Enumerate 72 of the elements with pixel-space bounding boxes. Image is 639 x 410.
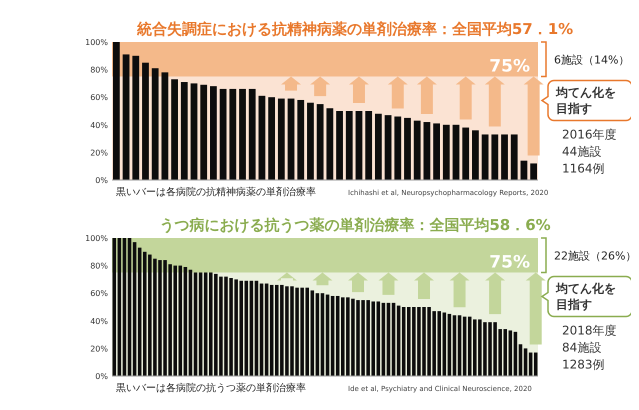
y-tick-label: 40% <box>90 316 108 326</box>
text: 2018年度 <box>562 324 617 338</box>
bar <box>462 128 470 180</box>
y-tick-label: 60% <box>90 93 108 102</box>
bar <box>394 116 402 180</box>
y-tick-label: 80% <box>90 66 108 75</box>
text: 44施設 <box>562 144 602 158</box>
bar <box>307 102 314 180</box>
bar <box>423 122 430 180</box>
bar <box>491 134 498 180</box>
bar <box>248 88 256 180</box>
bar <box>142 62 149 180</box>
y-tick-label: 100% <box>85 234 108 243</box>
y-tick-label: 40% <box>90 120 108 130</box>
bar <box>132 56 140 180</box>
bar <box>190 83 198 180</box>
y-tick-label: 80% <box>90 262 108 271</box>
bar <box>122 54 130 180</box>
chart-title: うつ病における抗うつ薬の単剤治療率：全国平均58．6% <box>159 216 551 234</box>
bar <box>180 82 188 180</box>
bar <box>404 118 411 180</box>
y-tick-label: 100% <box>85 38 108 47</box>
bar <box>161 72 168 180</box>
bar <box>356 111 362 180</box>
bar <box>210 86 217 180</box>
bar <box>442 124 450 180</box>
bar <box>278 98 285 180</box>
bar <box>336 111 343 180</box>
bar <box>288 98 294 180</box>
bar <box>414 120 421 180</box>
bar <box>229 88 236 180</box>
bar <box>520 160 528 180</box>
text: 1283例 <box>562 358 605 372</box>
y-tick-label: 0% <box>95 372 108 381</box>
bar <box>152 68 159 180</box>
band-label: 75% <box>489 252 530 272</box>
bar <box>239 88 246 180</box>
text: 84施設 <box>562 340 602 354</box>
chart-title: 統合失調症における抗精神病薬の単剤治療率：全国平均57．1% <box>136 20 574 38</box>
y-tick-label: 20% <box>90 148 108 158</box>
y-tick-label: 20% <box>90 344 108 354</box>
text: 黒いバーは各病院の抗精神病薬の単剤治療率 <box>116 186 316 198</box>
bar <box>346 111 353 180</box>
bar <box>316 104 324 180</box>
bar <box>510 134 518 180</box>
bar <box>482 134 489 180</box>
bar <box>171 79 178 180</box>
bar <box>220 88 227 180</box>
text: 1164例 <box>562 162 605 176</box>
bar <box>501 134 508 180</box>
bar <box>326 108 334 180</box>
text: 22施設（26%） <box>554 249 636 262</box>
band-label: 75% <box>489 56 530 76</box>
bar <box>472 130 479 180</box>
text: 6施設（14%） <box>554 53 630 66</box>
bar <box>384 115 392 180</box>
bar <box>530 163 538 180</box>
y-tick-label: 0% <box>95 176 108 185</box>
bar <box>112 42 120 180</box>
bar <box>365 111 372 180</box>
text: 均てん化を目指す <box>555 282 616 312</box>
bar <box>297 100 304 180</box>
bar <box>258 96 266 180</box>
y-tick-label: 60% <box>90 289 108 298</box>
bar <box>374 114 382 180</box>
bar <box>433 123 440 180</box>
text: 黒いバーは各病院の抗うつ薬の単剤治療率 <box>116 382 306 394</box>
bar <box>200 84 208 180</box>
bar <box>452 124 460 180</box>
text: 均てん化を目指す <box>555 86 616 116</box>
text: 2016年度 <box>562 128 617 142</box>
bar <box>268 97 276 180</box>
